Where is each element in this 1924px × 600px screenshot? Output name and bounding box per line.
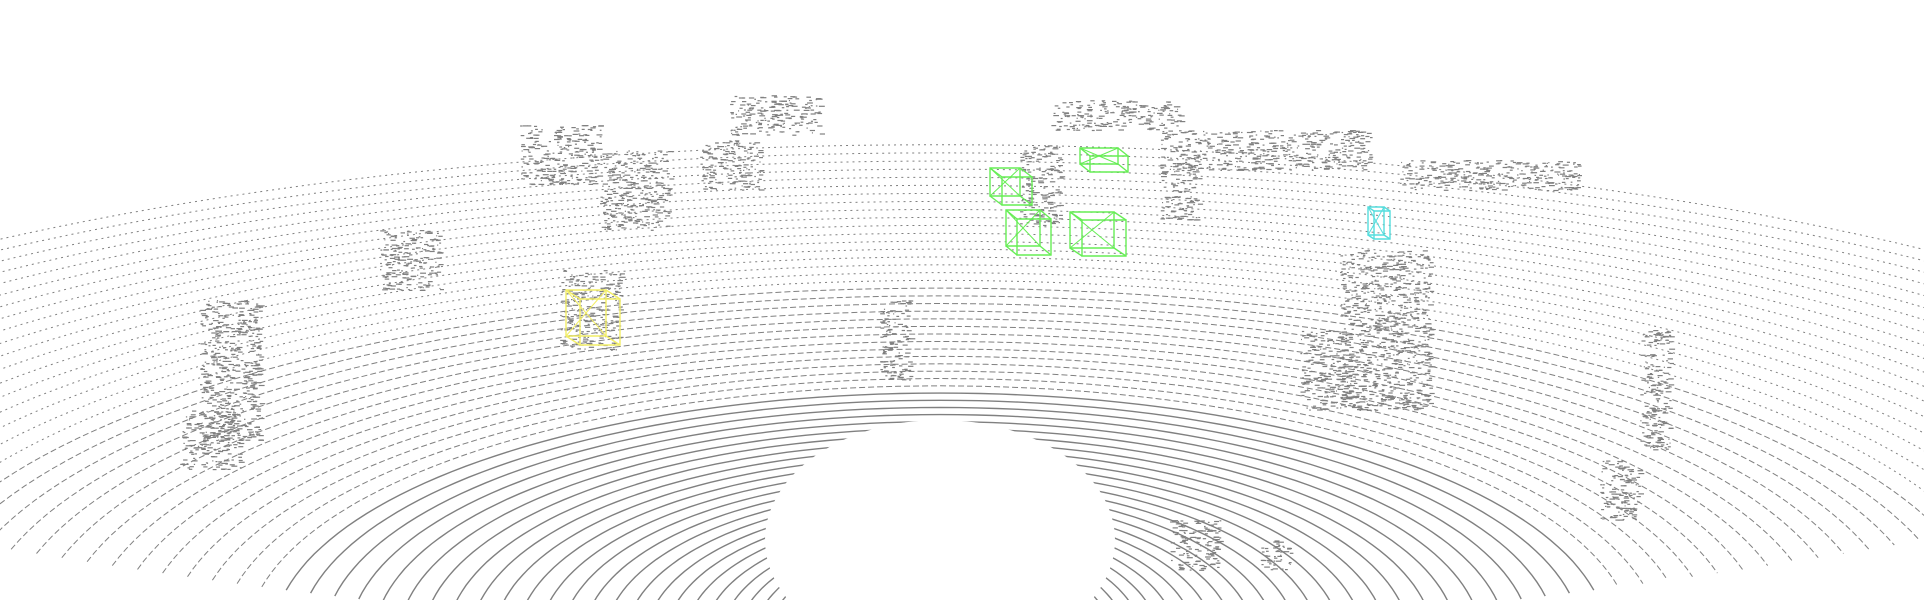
lidar-scene [0,0,1924,600]
